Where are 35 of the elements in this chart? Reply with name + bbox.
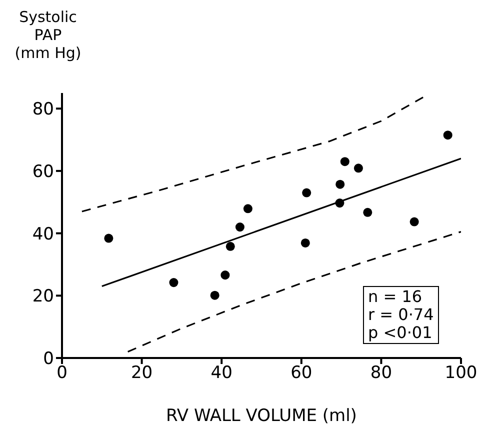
x-axis-title: RV WALL VOLUME (ml) [166, 406, 357, 426]
point [363, 208, 372, 217]
point [335, 198, 344, 208]
point [336, 180, 345, 189]
annotation: n = 16 [368, 287, 424, 306]
y-tick-label: 20 [32, 286, 54, 307]
x-tick-label: 80 [370, 363, 392, 384]
point [104, 234, 114, 243]
line-series [81, 95, 426, 212]
x-tick-label: 0 [56, 363, 68, 384]
x-tick-label: 60 [290, 363, 312, 384]
point [235, 222, 244, 232]
x-tick-label: 20 [130, 363, 153, 384]
point [354, 164, 363, 173]
point [169, 278, 178, 288]
point [210, 290, 220, 300]
x-tick-label: 100 [444, 363, 478, 384]
y-tick-label: 0 [43, 349, 54, 370]
annotation: p <0·01 [368, 323, 434, 342]
point [302, 188, 312, 198]
point [220, 270, 230, 280]
point [226, 242, 235, 251]
line-series [127, 230, 461, 353]
point [443, 130, 452, 140]
y-tick-label: 40 [32, 224, 54, 244]
annotation: r = 0·74 [368, 305, 434, 324]
y-axis-title: Systolic PAP (mm Hg) [14, 8, 82, 62]
point [300, 238, 310, 248]
y-tick-label: 80 [32, 100, 54, 120]
y-tick-label: 60 [32, 162, 54, 182]
x-tick-label: 40 [210, 363, 232, 384]
point [243, 204, 252, 214]
point [340, 157, 350, 166]
text-box: n = 16 r = 0·74 p <0·01 [363, 286, 439, 344]
point [410, 217, 419, 226]
